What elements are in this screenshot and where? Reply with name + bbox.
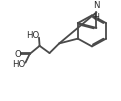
Text: H: H <box>94 13 99 22</box>
Text: HO: HO <box>12 60 25 69</box>
Text: HO: HO <box>26 31 39 40</box>
Text: O: O <box>15 50 22 59</box>
Text: N: N <box>93 1 100 10</box>
